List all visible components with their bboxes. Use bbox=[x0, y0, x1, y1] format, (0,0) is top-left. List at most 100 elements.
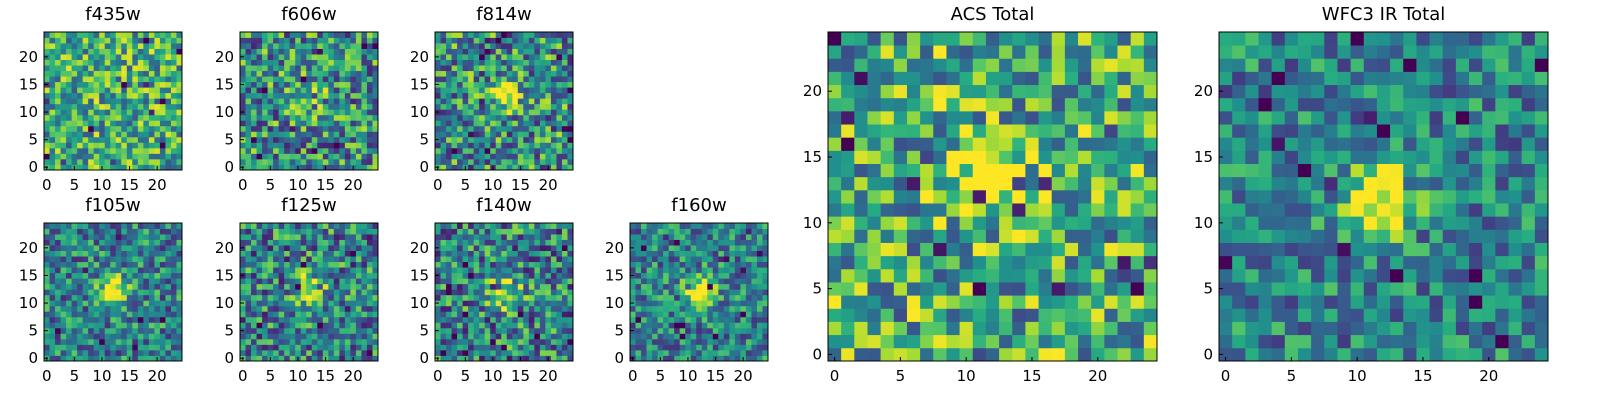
heatmap-cell bbox=[55, 103, 61, 110]
heatmap-cell bbox=[300, 250, 307, 257]
heatmap-cell bbox=[245, 153, 252, 160]
heatmap-cell bbox=[972, 347, 987, 362]
heatmap-cell bbox=[545, 147, 552, 154]
heatmap-cell bbox=[451, 109, 458, 116]
heatmap-cell bbox=[159, 54, 166, 60]
heatmap-cell bbox=[284, 239, 291, 246]
heatmap-cell bbox=[657, 311, 664, 318]
heatmap-cell bbox=[468, 54, 475, 60]
heatmap-cell bbox=[240, 349, 246, 356]
heatmap-cell bbox=[311, 142, 318, 149]
heatmap-cell bbox=[561, 120, 568, 127]
heatmap-cell bbox=[88, 245, 95, 251]
heatmap-cell bbox=[262, 136, 268, 143]
heatmap-cell bbox=[170, 125, 177, 132]
heatmap-cell bbox=[339, 234, 346, 240]
heatmap-cell bbox=[1038, 321, 1053, 336]
heatmap-cell bbox=[468, 322, 475, 329]
heatmap-cell bbox=[366, 283, 373, 290]
heatmap-cell bbox=[933, 216, 947, 230]
heatmap-cell bbox=[528, 142, 535, 149]
heatmap-cell bbox=[512, 153, 519, 160]
heatmap-cell bbox=[333, 32, 340, 38]
heatmap-cell bbox=[479, 228, 486, 235]
heatmap-cell bbox=[946, 137, 960, 151]
heatmap-cell bbox=[88, 109, 95, 116]
heatmap-cell bbox=[284, 256, 291, 263]
heatmap-cell bbox=[556, 245, 563, 251]
heatmap-cell bbox=[60, 81, 67, 88]
heatmap-cell bbox=[734, 349, 741, 356]
heatmap-cell bbox=[99, 294, 106, 301]
heatmap-cell bbox=[501, 125, 508, 132]
heatmap-cell bbox=[490, 283, 497, 290]
heatmap-cell bbox=[674, 250, 681, 257]
heatmap-cell bbox=[60, 98, 67, 105]
heatmap-cell bbox=[484, 283, 491, 290]
heatmap-cell bbox=[512, 234, 519, 240]
heatmap-cell bbox=[372, 278, 379, 285]
heatmap-cell bbox=[707, 250, 714, 257]
heatmap-cell bbox=[657, 344, 664, 351]
heatmap-cell bbox=[1117, 124, 1132, 138]
heatmap-cell bbox=[322, 316, 329, 323]
heatmap-cell bbox=[104, 136, 111, 143]
heatmap-cell bbox=[49, 59, 56, 66]
heatmap-cell bbox=[115, 245, 122, 251]
heatmap-cell bbox=[484, 322, 491, 329]
heatmap-cell bbox=[88, 125, 95, 132]
heatmap-cell bbox=[245, 43, 252, 49]
heatmap-cell bbox=[528, 37, 535, 44]
heatmap-cell bbox=[99, 283, 106, 290]
heatmap-cell bbox=[512, 261, 519, 268]
heatmap-cell bbox=[165, 333, 172, 340]
heatmap-cell bbox=[344, 289, 351, 296]
heatmap-cell bbox=[685, 316, 692, 323]
heatmap-cell bbox=[668, 278, 675, 285]
heatmap-cell bbox=[561, 164, 568, 171]
heatmap-cell bbox=[893, 229, 908, 243]
heatmap-cell bbox=[506, 59, 513, 66]
heatmap-cell bbox=[972, 203, 987, 217]
heatmap-cell bbox=[170, 272, 177, 279]
heatmap-cell bbox=[867, 334, 882, 349]
heatmap-cell bbox=[99, 120, 106, 127]
heatmap-cell bbox=[110, 37, 117, 44]
heatmap-cell bbox=[66, 164, 72, 171]
heatmap-cell bbox=[685, 228, 692, 235]
heatmap-cell bbox=[729, 283, 736, 290]
heatmap-cell bbox=[372, 153, 379, 160]
heatmap-cell bbox=[143, 92, 150, 99]
heatmap-cell bbox=[71, 322, 78, 329]
heatmap-cell bbox=[1130, 242, 1145, 257]
heatmap-cell bbox=[159, 305, 166, 312]
heatmap-cell bbox=[718, 223, 725, 229]
heatmap-cell bbox=[556, 103, 563, 110]
heatmap-cell bbox=[176, 87, 183, 94]
heatmap-cell bbox=[999, 282, 1013, 296]
heatmap-cell bbox=[567, 70, 574, 77]
heatmap-cell bbox=[44, 311, 50, 318]
heatmap-cell bbox=[556, 278, 563, 285]
heatmap-cell bbox=[148, 114, 155, 121]
heatmap-cell bbox=[751, 300, 758, 307]
heatmap-cell bbox=[959, 295, 974, 309]
heatmap-cell bbox=[495, 300, 502, 307]
heatmap-cell bbox=[93, 256, 100, 263]
heatmap-cell bbox=[985, 137, 1000, 151]
heatmap-cell bbox=[435, 228, 441, 235]
heatmap-cell bbox=[262, 349, 268, 356]
heatmap-cell bbox=[446, 81, 452, 88]
heatmap-cell bbox=[154, 87, 161, 94]
heatmap-cell bbox=[245, 300, 252, 307]
heatmap-cell bbox=[306, 158, 313, 165]
heatmap-cell bbox=[88, 250, 95, 257]
heatmap-cell bbox=[322, 87, 329, 94]
heatmap-cell bbox=[652, 245, 658, 251]
heatmap-cell bbox=[251, 272, 257, 279]
heatmap-cell bbox=[534, 256, 541, 263]
heatmap-cell bbox=[685, 300, 692, 307]
heatmap-cell bbox=[440, 81, 447, 88]
heatmap-cell bbox=[534, 305, 541, 312]
heatmap-cell bbox=[1078, 347, 1092, 362]
